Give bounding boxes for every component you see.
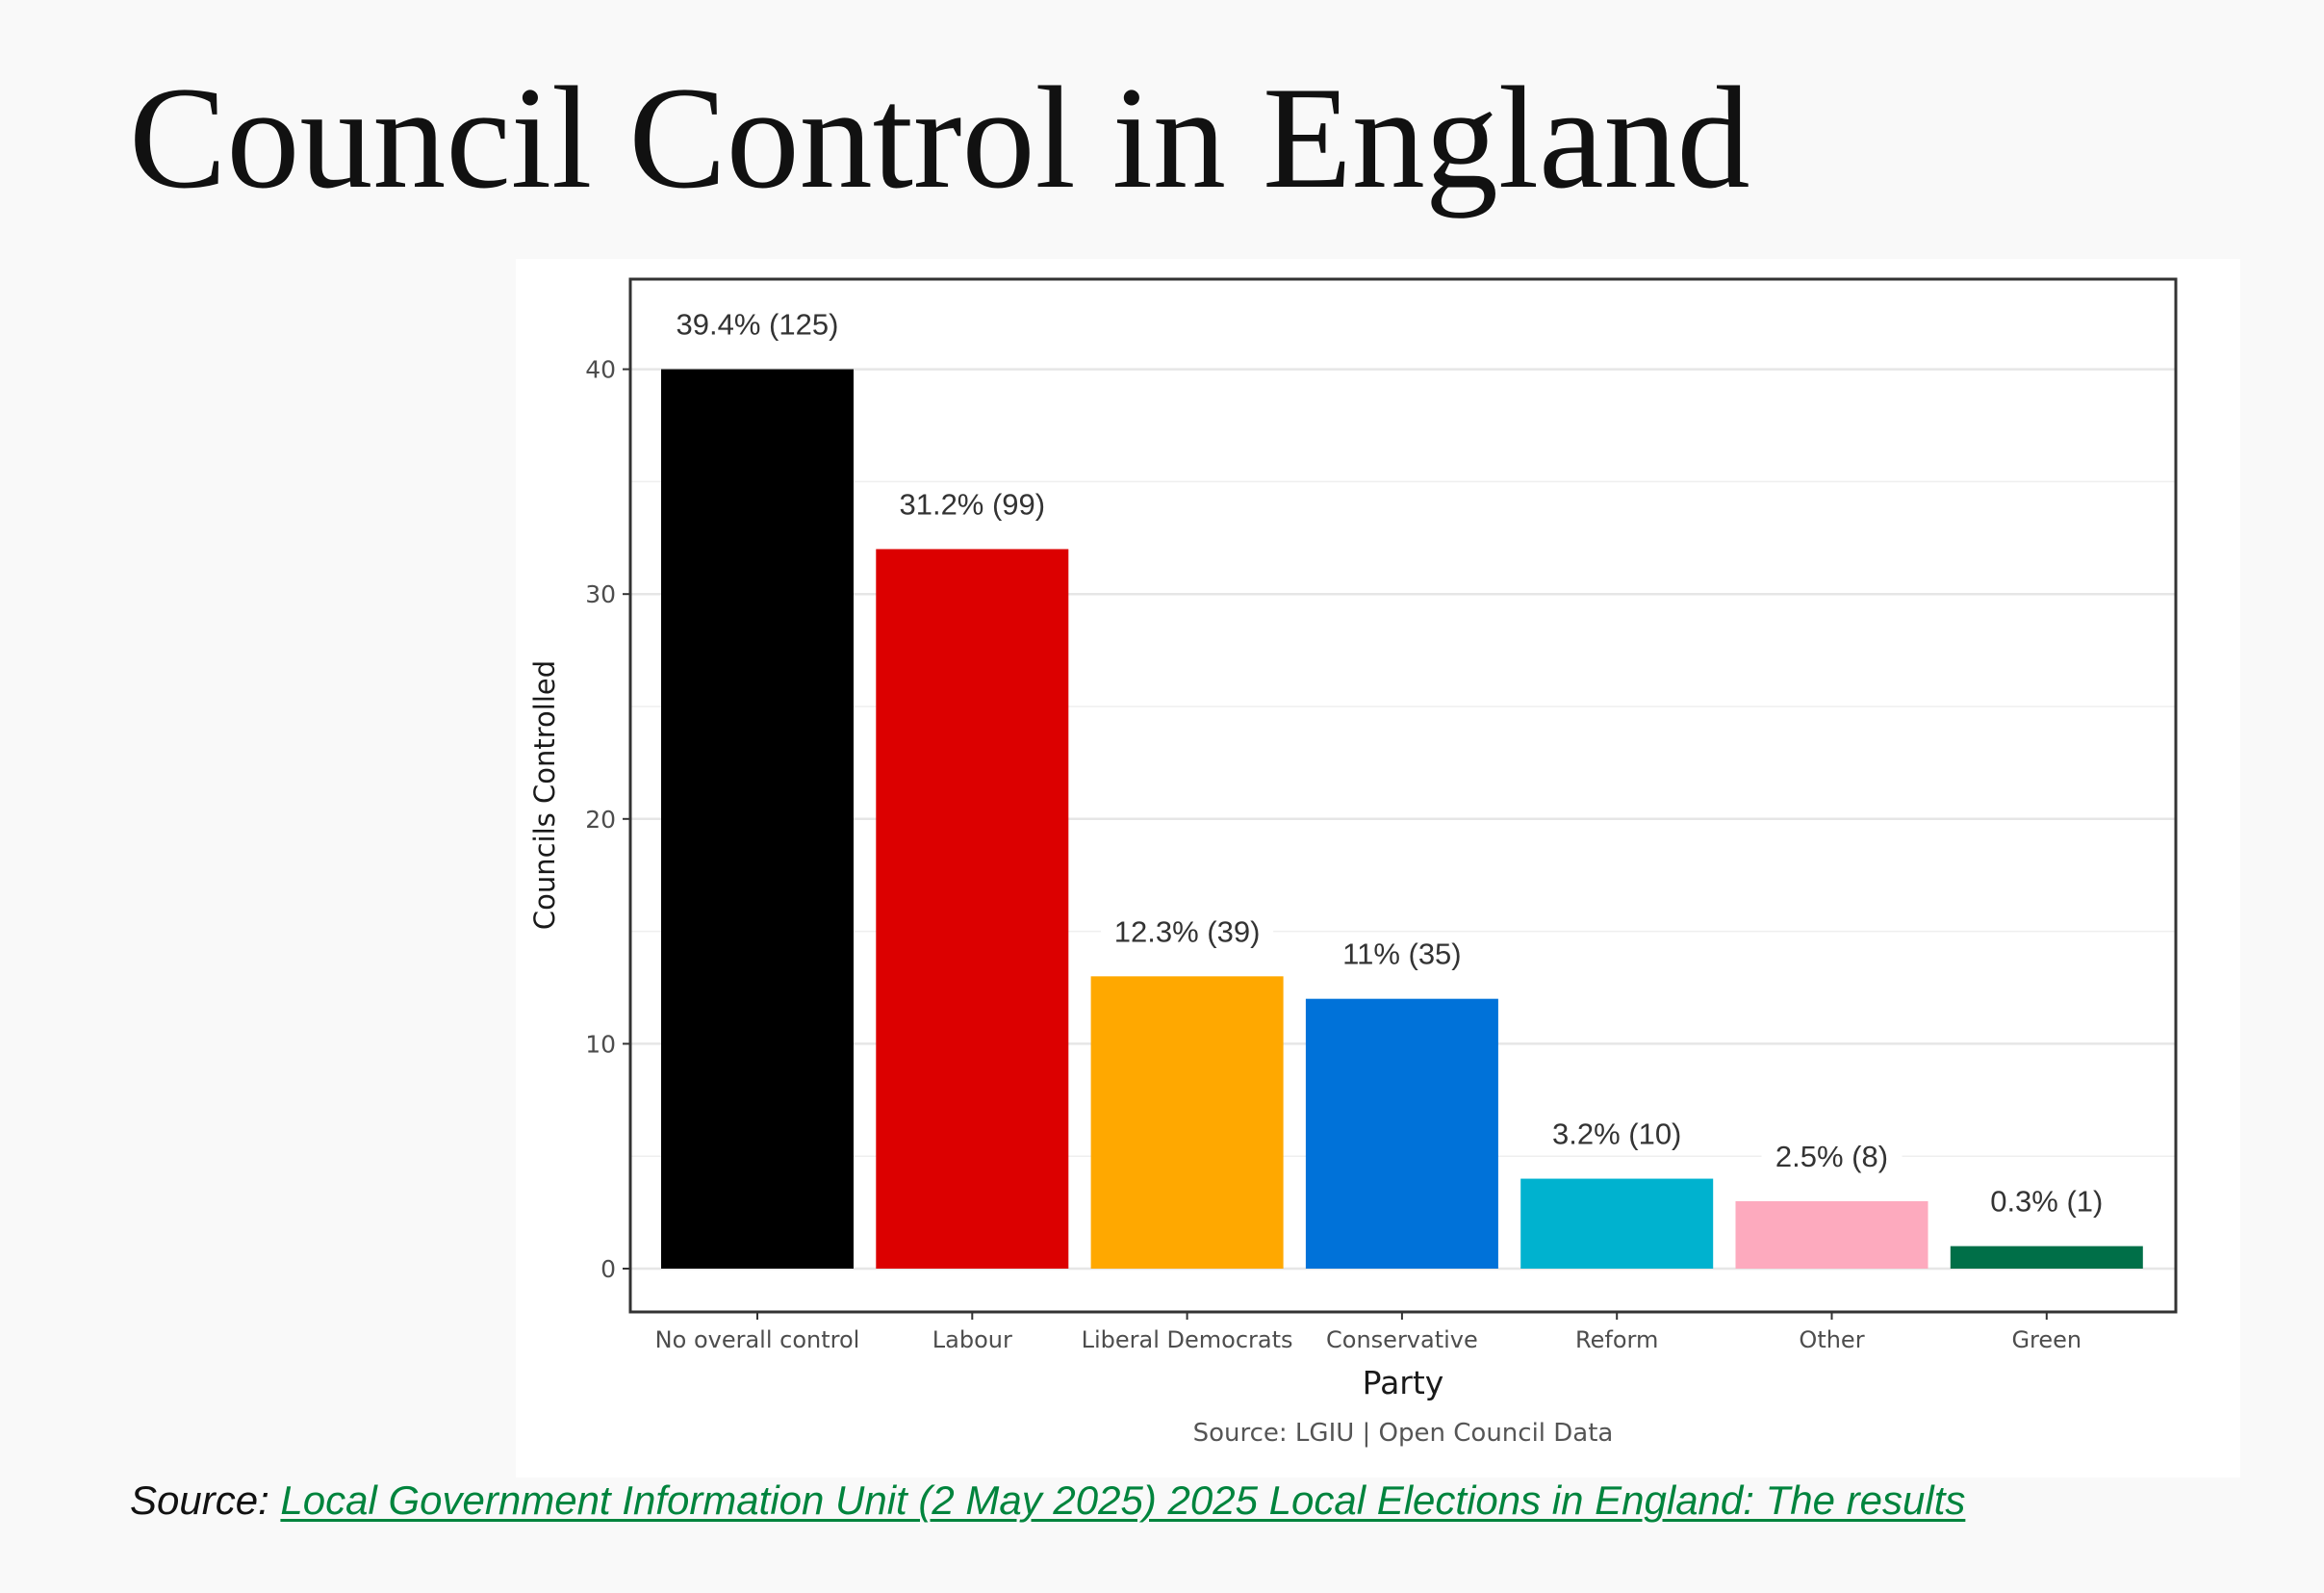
bar — [1520, 1178, 1714, 1269]
x-tick-label: Labour — [932, 1326, 1012, 1353]
chart-panel: 39.4% (125) 31.2% (99) 12.3% (39) 11% (35) 3… — [516, 259, 2240, 1477]
chart-caption: Source: LGIU | Open Council Data — [1193, 1419, 1614, 1448]
bar-value-labels: 39.4% (125) 31.2% (99) 12.3% (39) 11% (35) 3… — [663, 302, 2117, 1222]
bar — [1090, 976, 1284, 1269]
y-axis-ticks: 0 10 20 30 40 — [585, 356, 630, 1283]
bar — [1950, 1246, 2143, 1269]
x-tick-label: Liberal Democrats — [1082, 1326, 1293, 1353]
source-link[interactable]: Local Government Information Unit (2 May… — [280, 1477, 1966, 1523]
bars — [661, 369, 2143, 1270]
x-tick-label: Conservative — [1326, 1326, 1478, 1353]
bar-label-background — [885, 482, 1059, 526]
page-title: Council Control in England — [129, 57, 1750, 218]
x-tick-label: Other — [1799, 1326, 1864, 1353]
bar — [1305, 998, 1498, 1269]
bar-label-background — [663, 302, 852, 346]
x-axis-ticks: No overall control Labour Liberal Democrat… — [655, 1312, 2081, 1353]
bar-value-label: 31.2% (99) — [899, 487, 1045, 521]
y-tick-label: 30 — [585, 580, 616, 608]
bar-label-background — [1761, 1134, 1903, 1177]
plot-frame — [628, 277, 2178, 1314]
bar-value-label: 2.5% (8) — [1775, 1140, 1888, 1173]
y-tick-label: 20 — [585, 806, 616, 834]
source-prefix: Source: — [130, 1477, 269, 1523]
bar-value-label: 11% (35) — [1342, 938, 1462, 971]
bar-label-background — [1331, 932, 1472, 975]
bar-value-label: 39.4% (125) — [677, 308, 839, 342]
bar-chart: 39.4% (125) 31.2% (99) 12.3% (39) 11% (35) 3… — [528, 277, 2178, 1448]
y-axis-title: Councils Controlled — [528, 660, 561, 930]
y-tick-label: 10 — [585, 1030, 616, 1058]
bar-value-label: 0.3% (1) — [1990, 1185, 2103, 1219]
y-tick-label: 0 — [600, 1255, 616, 1283]
bar-label-background — [1101, 910, 1274, 953]
bar-value-label: 12.3% (39) — [1114, 914, 1261, 948]
bar-label-background — [1976, 1179, 2117, 1222]
x-tick-label: Reform — [1575, 1326, 1658, 1353]
bar-label-background — [1538, 1112, 1696, 1155]
x-tick-label: No overall control — [655, 1326, 860, 1353]
bar — [1735, 1200, 1928, 1269]
bar-value-label: 3.2% (10) — [1552, 1118, 1681, 1151]
x-axis-title: Party — [1363, 1364, 1444, 1401]
x-tick-label: Green — [2011, 1326, 2081, 1353]
source-citation: Source: Local Government Information Uni… — [130, 1474, 1965, 1528]
bar — [661, 369, 854, 1270]
bar — [876, 549, 1069, 1269]
y-tick-label: 40 — [585, 356, 616, 384]
